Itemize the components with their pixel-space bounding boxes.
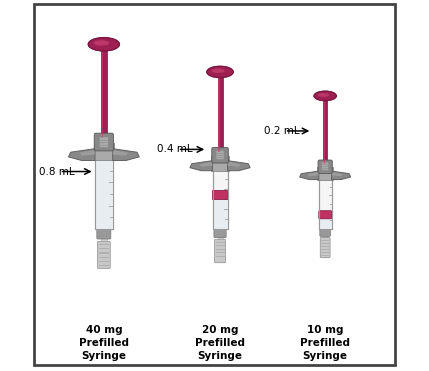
FancyBboxPatch shape xyxy=(97,241,110,269)
Polygon shape xyxy=(332,171,350,180)
Bar xyxy=(321,246,329,247)
Text: 0.8 mL: 0.8 mL xyxy=(39,167,75,177)
Ellipse shape xyxy=(88,37,119,51)
Text: 10 mg
Prefilled
Syringe: 10 mg Prefilled Syringe xyxy=(300,325,350,361)
Bar xyxy=(217,157,223,158)
Bar xyxy=(212,160,227,229)
Text: 0.4 mL: 0.4 mL xyxy=(157,144,193,154)
Bar xyxy=(211,156,229,171)
Bar xyxy=(215,245,224,246)
Bar xyxy=(217,153,223,154)
Bar xyxy=(99,265,109,266)
Polygon shape xyxy=(113,149,139,161)
Bar xyxy=(217,155,223,156)
Bar xyxy=(218,76,223,152)
Polygon shape xyxy=(113,150,128,156)
FancyBboxPatch shape xyxy=(99,137,109,148)
Bar xyxy=(100,142,108,144)
Bar xyxy=(215,249,224,250)
Ellipse shape xyxy=(206,66,234,78)
Polygon shape xyxy=(68,149,95,161)
FancyBboxPatch shape xyxy=(94,133,113,151)
Bar xyxy=(218,237,223,262)
Text: 20 mg
Prefilled
Syringe: 20 mg Prefilled Syringe xyxy=(195,325,245,361)
FancyBboxPatch shape xyxy=(214,224,226,238)
Ellipse shape xyxy=(314,91,336,101)
Bar xyxy=(215,242,224,243)
Bar xyxy=(99,244,109,245)
Polygon shape xyxy=(227,162,241,167)
Bar xyxy=(323,168,328,169)
Bar xyxy=(212,160,227,229)
Polygon shape xyxy=(79,150,95,156)
FancyBboxPatch shape xyxy=(320,237,330,258)
Bar xyxy=(321,255,329,256)
Bar xyxy=(323,164,328,165)
Bar xyxy=(99,248,109,249)
Bar xyxy=(321,249,329,250)
Ellipse shape xyxy=(211,69,225,73)
Polygon shape xyxy=(300,171,319,180)
Bar xyxy=(324,99,325,164)
FancyBboxPatch shape xyxy=(320,225,330,236)
Bar xyxy=(323,99,327,164)
Bar xyxy=(215,252,224,253)
Bar xyxy=(321,243,329,244)
Ellipse shape xyxy=(318,93,329,97)
Bar xyxy=(95,148,113,229)
Polygon shape xyxy=(308,172,319,176)
Bar xyxy=(94,143,114,161)
Text: 0.2 mL: 0.2 mL xyxy=(264,126,300,136)
FancyBboxPatch shape xyxy=(212,190,227,200)
Bar xyxy=(218,76,220,152)
Polygon shape xyxy=(227,161,250,171)
Polygon shape xyxy=(190,161,212,171)
Bar xyxy=(99,257,109,258)
Bar xyxy=(213,194,227,229)
Bar xyxy=(102,48,103,138)
Bar xyxy=(323,166,328,167)
Ellipse shape xyxy=(88,37,120,52)
Polygon shape xyxy=(332,172,343,176)
Bar xyxy=(317,167,333,180)
Ellipse shape xyxy=(314,91,337,101)
Bar xyxy=(100,145,108,146)
FancyBboxPatch shape xyxy=(319,211,332,219)
Polygon shape xyxy=(199,162,212,167)
FancyBboxPatch shape xyxy=(212,148,228,163)
Ellipse shape xyxy=(207,66,233,78)
Bar xyxy=(319,170,332,229)
Bar xyxy=(101,48,107,138)
Bar xyxy=(99,261,109,262)
FancyBboxPatch shape xyxy=(95,143,113,154)
FancyBboxPatch shape xyxy=(97,224,111,239)
Bar xyxy=(320,214,331,229)
Bar xyxy=(215,256,224,257)
Bar xyxy=(95,148,113,229)
Bar xyxy=(101,238,107,267)
Text: 40 mg
Prefilled
Syringe: 40 mg Prefilled Syringe xyxy=(79,325,129,361)
FancyBboxPatch shape xyxy=(318,160,332,174)
Bar xyxy=(323,235,327,257)
Bar xyxy=(100,140,108,141)
Bar xyxy=(319,170,332,229)
FancyBboxPatch shape xyxy=(216,150,224,160)
FancyBboxPatch shape xyxy=(214,239,226,263)
FancyBboxPatch shape xyxy=(322,162,329,170)
Bar xyxy=(321,252,329,253)
Bar xyxy=(96,148,112,229)
Ellipse shape xyxy=(94,40,109,46)
Bar xyxy=(99,252,109,253)
